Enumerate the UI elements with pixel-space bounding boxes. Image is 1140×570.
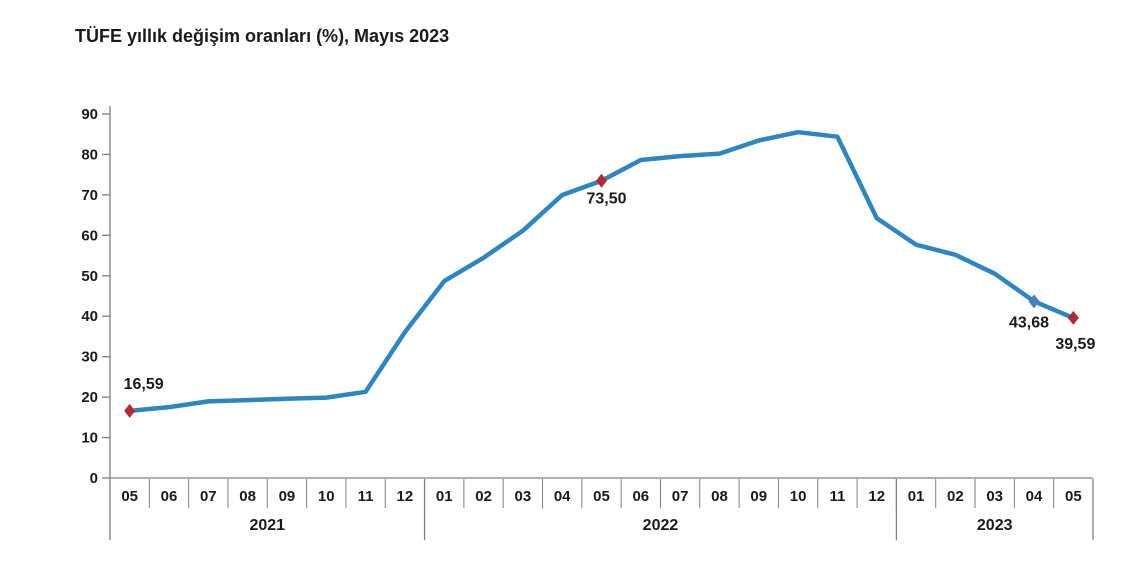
month-label: 01 xyxy=(908,488,925,505)
month-label: 07 xyxy=(672,488,689,505)
data-marker xyxy=(1067,310,1079,325)
month-label: 10 xyxy=(318,488,335,505)
month-label: 05 xyxy=(593,488,610,505)
year-label: 2021 xyxy=(249,517,285,534)
month-label: 09 xyxy=(279,488,296,505)
y-tick-label: 90 xyxy=(81,106,98,123)
y-tick-label: 30 xyxy=(81,349,98,366)
month-label: 03 xyxy=(986,488,1003,505)
month-label: 06 xyxy=(161,488,178,505)
month-label: 11 xyxy=(358,488,374,505)
month-label: 01 xyxy=(436,488,453,505)
data-marker xyxy=(596,173,607,188)
y-tick-label: 40 xyxy=(81,308,98,325)
month-label: 12 xyxy=(868,488,885,505)
y-tick-label: 60 xyxy=(81,227,98,244)
month-label: 03 xyxy=(515,488,532,505)
month-label: 04 xyxy=(1026,488,1043,505)
y-tick-label: 50 xyxy=(81,268,98,285)
y-tick-label: 0 xyxy=(90,470,98,487)
y-tick-label: 10 xyxy=(81,430,98,447)
month-label: 02 xyxy=(475,488,492,505)
point-label: 73,50 xyxy=(586,191,626,208)
point-label: 16,59 xyxy=(124,376,164,393)
y-tick-label: 20 xyxy=(81,389,98,406)
month-label: 02 xyxy=(947,488,964,505)
point-label: 43,68 xyxy=(1009,314,1049,331)
month-label: 08 xyxy=(239,488,256,505)
month-label: 09 xyxy=(750,488,767,505)
y-tick-label: 80 xyxy=(81,146,98,163)
month-label: 11 xyxy=(829,488,845,505)
month-label: 08 xyxy=(711,488,728,505)
month-label: 05 xyxy=(1065,488,1082,505)
month-label: 12 xyxy=(397,488,414,505)
year-label: 2023 xyxy=(977,517,1013,534)
month-label: 10 xyxy=(790,488,807,505)
chart-title: TÜFE yıllık değişim oranları (%), Mayıs … xyxy=(75,26,450,46)
data-marker xyxy=(124,403,136,418)
month-label: 06 xyxy=(632,488,649,505)
month-label: 04 xyxy=(554,488,571,505)
point-label: 39,59 xyxy=(1055,336,1095,353)
y-tick-label: 70 xyxy=(81,187,98,204)
year-label: 2022 xyxy=(643,517,679,534)
month-label: 07 xyxy=(200,488,217,505)
data-marker xyxy=(1028,294,1040,309)
month-label: 05 xyxy=(121,488,138,505)
